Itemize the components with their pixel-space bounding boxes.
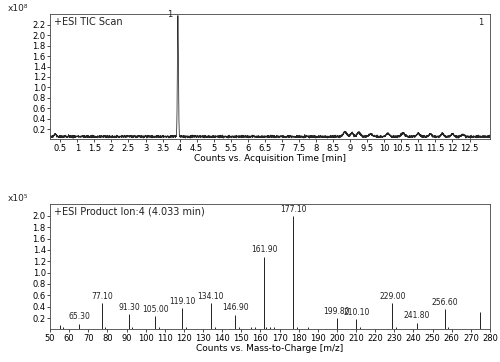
- Text: 1: 1: [478, 18, 484, 27]
- Text: x10⁸: x10⁸: [8, 4, 28, 13]
- Text: 119.10: 119.10: [169, 296, 196, 306]
- Text: 210.10: 210.10: [343, 308, 369, 317]
- Text: 256.60: 256.60: [432, 298, 458, 307]
- Text: 1: 1: [168, 10, 173, 19]
- Text: 105.00: 105.00: [142, 305, 169, 314]
- Text: 177.10: 177.10: [280, 205, 306, 214]
- Text: +ESI TIC Scan: +ESI TIC Scan: [54, 17, 123, 27]
- Text: 229.00: 229.00: [379, 292, 406, 301]
- X-axis label: Counts vs. Mass-to-Charge [m/z]: Counts vs. Mass-to-Charge [m/z]: [196, 344, 344, 353]
- Text: x10⁵: x10⁵: [8, 194, 28, 203]
- Text: 161.90: 161.90: [251, 245, 278, 254]
- Text: 77.10: 77.10: [91, 292, 112, 301]
- Text: 65.30: 65.30: [68, 312, 90, 321]
- Text: 199.80: 199.80: [324, 307, 350, 316]
- Text: 146.90: 146.90: [222, 303, 248, 312]
- X-axis label: Counts vs. Acquisition Time [min]: Counts vs. Acquisition Time [min]: [194, 154, 346, 163]
- Text: +ESI Product Ion:4 (4.033 min): +ESI Product Ion:4 (4.033 min): [54, 207, 205, 217]
- Text: 91.30: 91.30: [118, 303, 140, 312]
- Text: 134.10: 134.10: [198, 292, 224, 301]
- Text: 241.80: 241.80: [404, 311, 430, 320]
